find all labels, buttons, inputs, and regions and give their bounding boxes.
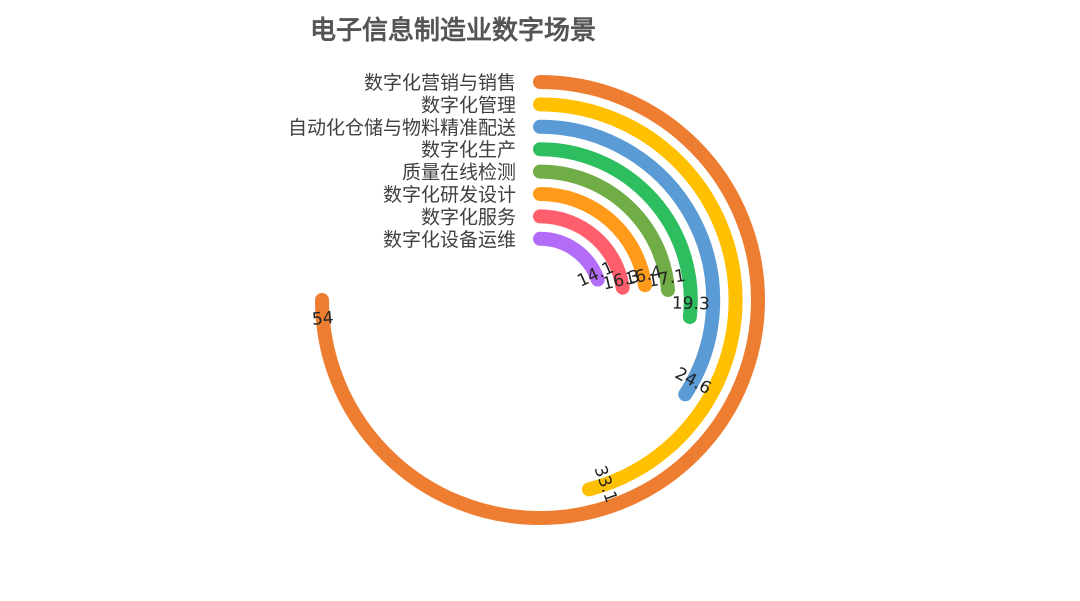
bar-8 <box>533 231 605 287</box>
value-label-1: 54 <box>311 308 334 330</box>
category-label-7: 数字化服务 <box>421 206 516 228</box>
category-label-6: 数字化研发设计 <box>383 184 516 206</box>
category-label-5: 质量在线检测 <box>402 162 516 184</box>
category-label-4: 数字化生产 <box>421 139 516 161</box>
bar-1 <box>315 75 765 525</box>
bar-4 <box>533 142 698 325</box>
value-label-4: 19.3 <box>672 293 710 314</box>
category-label-1: 数字化营销与销售 <box>364 72 516 94</box>
bar-7 <box>533 209 630 295</box>
category-label-8: 数字化设备运维 <box>383 229 516 251</box>
category-label-3: 自动化仓储与物料精准配送 <box>288 117 516 139</box>
bar-5 <box>533 164 676 297</box>
bar-6 <box>533 187 652 293</box>
bar-3 <box>533 119 721 402</box>
chart-title: 电子信息制造业数字场景 <box>310 16 597 46</box>
category-label-2: 数字化管理 <box>421 94 516 116</box>
bar-2 <box>533 97 743 497</box>
